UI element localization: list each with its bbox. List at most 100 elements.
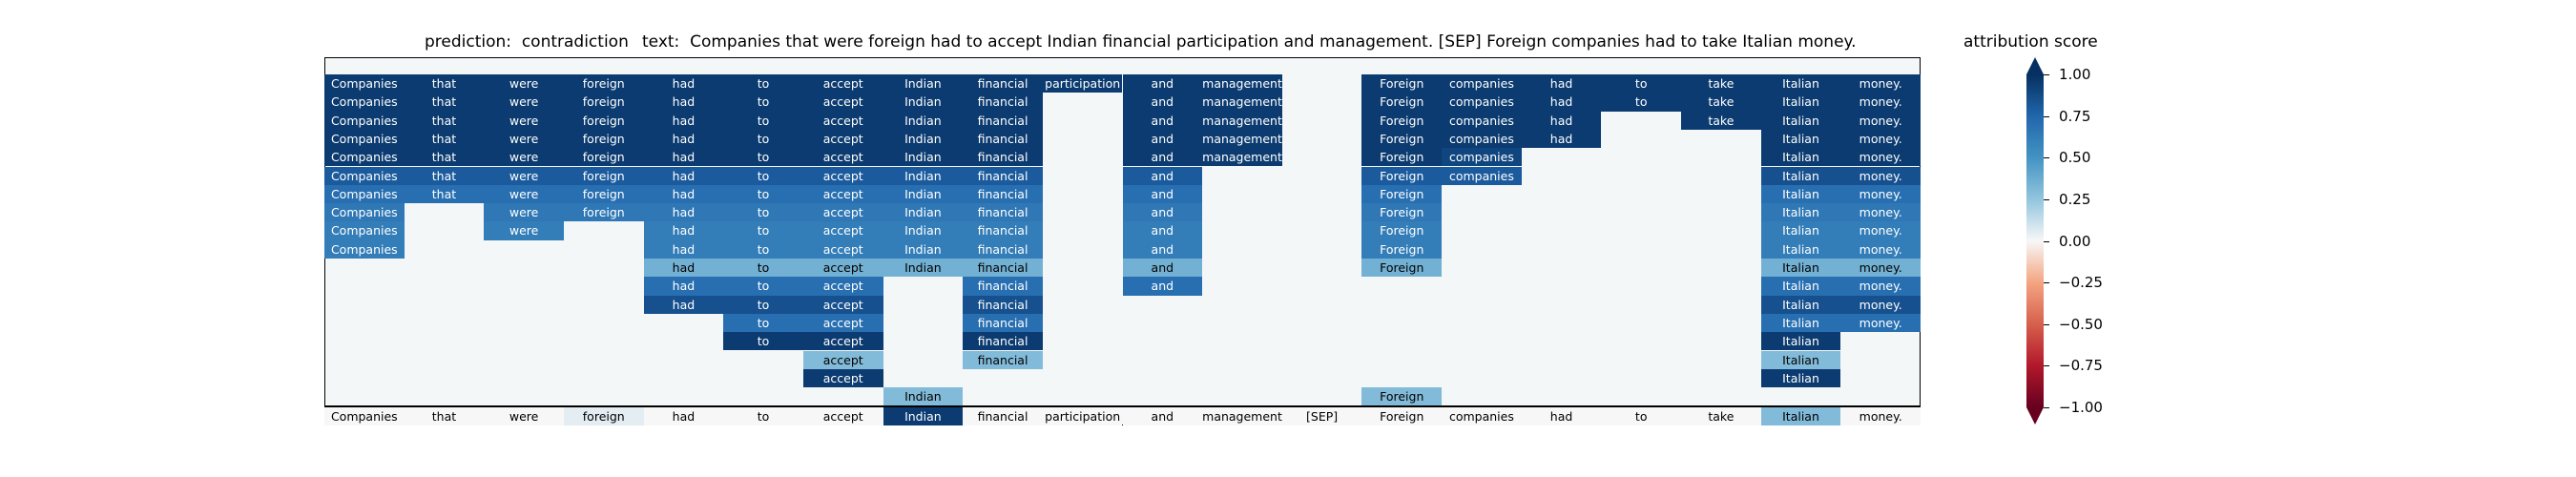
colorbar-tick-mark xyxy=(2044,323,2049,325)
token-cell: and xyxy=(1122,277,1203,296)
token-cell: Companies xyxy=(324,93,405,112)
token-cell: were xyxy=(484,148,564,167)
token-cell: Indian xyxy=(883,93,964,112)
token-cell: Italian xyxy=(1760,148,1841,167)
token-cell: management. xyxy=(1202,74,1282,93)
token-cell: were xyxy=(484,111,564,130)
token-cell: Italian xyxy=(1760,313,1841,333)
token-cell: had xyxy=(643,184,724,204)
token-cell: accept xyxy=(802,184,883,204)
colorbar-bottom-extension xyxy=(2026,407,2044,425)
token-cell: Indian xyxy=(883,148,964,167)
baseline-token-cell: companies xyxy=(1442,407,1522,425)
token-cell: money. xyxy=(1840,239,1921,259)
token-cell: financial xyxy=(963,184,1043,204)
token-cell: Indian xyxy=(883,221,964,240)
colorbar-tick-label: 0.75 xyxy=(2059,107,2091,125)
token-cell: had xyxy=(643,259,724,278)
token-cell: Companies xyxy=(324,184,405,204)
token-cell: accept xyxy=(802,148,883,167)
token-cell: and xyxy=(1122,148,1203,167)
token-cell: financial xyxy=(963,111,1043,130)
colorbar xyxy=(2026,57,2044,425)
baseline-token-cell: foreign xyxy=(563,407,644,425)
token-cell: Companies xyxy=(324,74,405,93)
baseline-token-cell: and xyxy=(1122,407,1203,425)
colorbar-tick-mark xyxy=(2044,74,2049,75)
token-cell: financial xyxy=(963,313,1043,333)
token-cell: Italian xyxy=(1760,166,1841,185)
token-cell: Italian xyxy=(1760,111,1841,130)
token-cell: to xyxy=(723,129,803,149)
token-cell: had xyxy=(643,93,724,112)
token-cell: Foreign xyxy=(1361,93,1443,112)
baseline-token-cell: Companies xyxy=(324,407,405,425)
token-cell: accept xyxy=(802,203,883,222)
colorbar-tick-label: 0.00 xyxy=(2059,232,2091,250)
token-cell: money. xyxy=(1840,111,1921,130)
token-cell: were xyxy=(484,184,564,204)
baseline-token-cell: had xyxy=(1521,407,1602,425)
token-cell: that xyxy=(404,148,485,167)
colorbar-tick-mark xyxy=(2044,365,2049,367)
token-cell: accept xyxy=(802,368,883,388)
token-cell: accept xyxy=(802,295,883,314)
token-cell: accept xyxy=(802,350,883,369)
token-cell: to xyxy=(723,239,803,259)
token-cell: to xyxy=(723,295,803,314)
token-cell: financial xyxy=(963,74,1043,93)
token-cell: Indian xyxy=(883,387,964,406)
token-cell: to xyxy=(723,166,803,185)
token-cell: financial xyxy=(963,221,1043,240)
token-cell: money. xyxy=(1840,148,1921,167)
token-cell: money. xyxy=(1840,184,1921,204)
token-cell: accept xyxy=(802,221,883,240)
token-cell: accept xyxy=(802,277,883,296)
colorbar-tick-label: 0.50 xyxy=(2059,149,2091,167)
token-cell: money. xyxy=(1840,277,1921,296)
colorbar-tick-mark xyxy=(2044,198,2049,200)
token-cell: to xyxy=(723,93,803,112)
baseline-token-cell: financial xyxy=(963,407,1043,425)
token-cell: management. xyxy=(1202,93,1282,112)
colorbar-tick-mark xyxy=(2044,157,2049,159)
token-cell: accept xyxy=(802,129,883,149)
token-cell: Foreign xyxy=(1361,221,1443,240)
token-cell: and xyxy=(1122,259,1203,278)
token-cell: management. xyxy=(1202,148,1282,167)
colorbar-tick-label: −0.75 xyxy=(2059,357,2103,375)
token-cell: management. xyxy=(1202,111,1282,130)
token-cell: to xyxy=(723,221,803,240)
baseline-token-cell: were xyxy=(484,407,564,425)
token-cell: Companies xyxy=(324,129,405,149)
token-cell: Indian xyxy=(883,184,964,204)
token-cell: had xyxy=(643,295,724,314)
colorbar-tick-label: 1.00 xyxy=(2059,66,2091,83)
token-cell: money. xyxy=(1840,166,1921,185)
colorbar-title: attribution score xyxy=(1963,32,2098,52)
colorbar-tick-label: −1.00 xyxy=(2059,399,2103,416)
token-cell: companies xyxy=(1442,166,1522,185)
token-cell: financial xyxy=(963,129,1043,149)
token-cell: and xyxy=(1122,184,1203,204)
token-cell: Indian xyxy=(883,259,964,278)
token-cell: to xyxy=(723,203,803,222)
baseline-token-cell: management. xyxy=(1202,407,1282,425)
baseline-token-cell: money. xyxy=(1840,407,1921,425)
colorbar-tick-mark xyxy=(2044,407,2049,408)
token-cell: money. xyxy=(1840,93,1921,112)
token-cell: and xyxy=(1122,221,1203,240)
token-cell: were xyxy=(484,221,564,240)
token-cell: to xyxy=(723,313,803,333)
token-cell: Italian xyxy=(1760,203,1841,222)
token-cell: and xyxy=(1122,74,1203,93)
baseline-token-cell: accept xyxy=(802,407,883,425)
token-cell: Foreign xyxy=(1361,129,1443,149)
token-cell: that xyxy=(404,93,485,112)
token-cell: had xyxy=(1521,74,1602,93)
token-cell: foreign xyxy=(563,148,644,167)
token-cell: Companies xyxy=(324,203,405,222)
token-cell: foreign xyxy=(563,203,644,222)
token-cell: Indian xyxy=(883,129,964,149)
